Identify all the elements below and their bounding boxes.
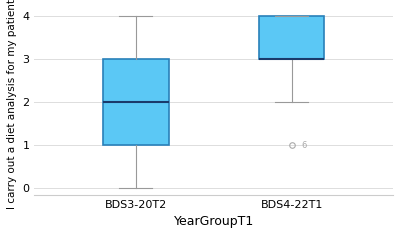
Y-axis label: I carry out a diet analysis for my patients: I carry out a diet analysis for my patie… [7,0,17,208]
PathPatch shape [259,16,324,59]
X-axis label: YearGroupT1: YearGroupT1 [174,215,254,228]
Text: 6: 6 [301,141,306,149]
PathPatch shape [103,59,168,145]
